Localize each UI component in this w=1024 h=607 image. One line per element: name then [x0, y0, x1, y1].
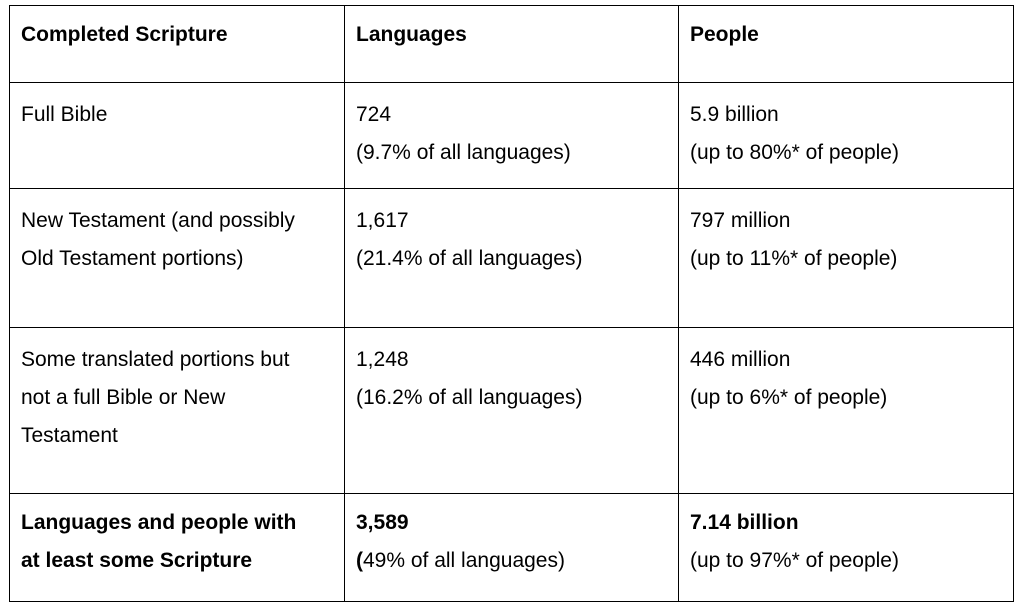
cell-languages: 1,248 (16.2% of all languages) [345, 328, 679, 494]
cell-line: (up to 11%* of people) [690, 240, 1002, 278]
cell-line: 7.14 billion [690, 504, 1002, 542]
cell-scripture: New Testament (and possibly Old Testamen… [10, 189, 345, 328]
scripture-table-container: Completed Scripture Languages People Ful… [9, 5, 1013, 602]
table-total-row: Languages and people with at least some … [10, 494, 1014, 602]
cell-line: (21.4% of all languages) [356, 240, 667, 278]
cell-line: 1,248 [356, 341, 667, 379]
cell-line: 446 million [690, 341, 1002, 379]
header-label: Completed Scripture [21, 16, 333, 54]
cell-people: 797 million (up to 11%* of people) [679, 189, 1014, 328]
cell-line: 1,617 [356, 202, 667, 240]
open-paren: ( [356, 549, 363, 572]
cell-line: at least some Scripture [21, 542, 333, 580]
cell-line: Some translated portions but [21, 341, 333, 379]
header-completed-scripture: Completed Scripture [10, 6, 345, 83]
cell-people: 5.9 billion (up to 80%* of people) [679, 83, 1014, 189]
header-people: People [679, 6, 1014, 83]
table-header-row: Completed Scripture Languages People [10, 6, 1014, 83]
table-row: Some translated portions but not a full … [10, 328, 1014, 494]
scripture-table: Completed Scripture Languages People Ful… [9, 5, 1014, 602]
cell-people: 446 million (up to 6%* of people) [679, 328, 1014, 494]
header-languages: Languages [345, 6, 679, 83]
table-row: Full Bible 724 (9.7% of all languages) 5… [10, 83, 1014, 189]
cell-languages-total: 3,589 (49% of all languages) [345, 494, 679, 602]
cell-line-text: 49% of all languages) [363, 549, 565, 572]
cell-languages: 1,617 (21.4% of all languages) [345, 189, 679, 328]
cell-people-total: 7.14 billion (up to 97%* of people) [679, 494, 1014, 602]
cell-line: 5.9 billion [690, 96, 1002, 134]
cell-line: Languages and people with [21, 504, 333, 542]
cell-scripture: Full Bible [10, 83, 345, 189]
cell-line: (up to 97%* of people) [690, 542, 1002, 580]
header-label: Languages [356, 16, 667, 54]
cell-line: Testament [21, 417, 333, 455]
cell-line: (up to 80%* of people) [690, 134, 1002, 172]
cell-line: Old Testament portions) [21, 240, 333, 278]
cell-line: not a full Bible or New [21, 379, 333, 417]
header-label: People [690, 16, 1002, 54]
cell-languages: 724 (9.7% of all languages) [345, 83, 679, 189]
cell-line-compound: (49% of all languages) [356, 542, 667, 580]
table-row: New Testament (and possibly Old Testamen… [10, 189, 1014, 328]
cell-line: Full Bible [21, 96, 333, 134]
cell-line: New Testament (and possibly [21, 202, 333, 240]
cell-scripture: Some translated portions but not a full … [10, 328, 345, 494]
cell-line: (16.2% of all languages) [356, 379, 667, 417]
cell-line: 724 [356, 96, 667, 134]
cell-line: 797 million [690, 202, 1002, 240]
cell-line: 3,589 [356, 504, 667, 542]
cell-scripture-total: Languages and people with at least some … [10, 494, 345, 602]
cell-line: (9.7% of all languages) [356, 134, 667, 172]
cell-line: (up to 6%* of people) [690, 379, 1002, 417]
